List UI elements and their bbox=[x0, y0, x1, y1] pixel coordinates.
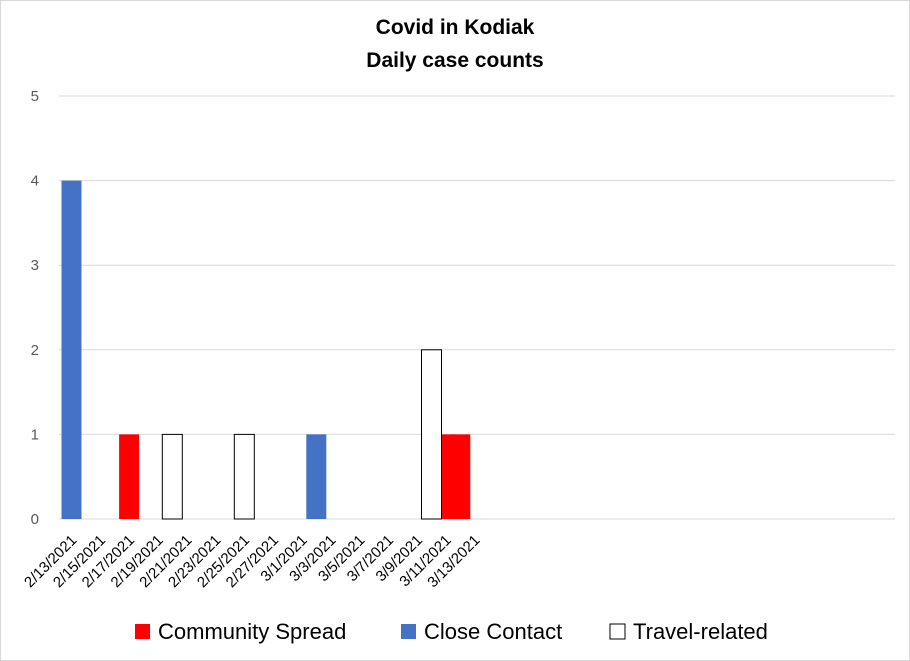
legend-swatch bbox=[135, 624, 150, 639]
bar bbox=[306, 434, 327, 519]
y-axis-ticks: 0 1 2 3 4 5 bbox=[31, 88, 39, 528]
legend-label: Close Contact bbox=[424, 619, 562, 644]
x-axis-ticks: 2/13/20212/15/20212/17/20212/19/20212/21… bbox=[21, 532, 483, 591]
gridlines bbox=[59, 95, 895, 520]
bar bbox=[421, 349, 442, 520]
bar bbox=[450, 434, 471, 519]
legend-label: Travel-related bbox=[633, 619, 768, 644]
y-tick-label: 5 bbox=[31, 88, 39, 105]
chart-title: Covid in Kodiak bbox=[376, 16, 535, 39]
legend: Community Spread Close Contact Travel-rela… bbox=[135, 619, 768, 644]
legend-swatch bbox=[401, 624, 416, 639]
bars bbox=[61, 180, 471, 520]
bar bbox=[119, 434, 140, 519]
bar bbox=[233, 433, 255, 520]
bar bbox=[61, 180, 82, 519]
y-tick-label: 0 bbox=[31, 511, 39, 528]
y-tick-label: 2 bbox=[31, 342, 39, 359]
chart-subtitle: Daily case counts bbox=[366, 49, 543, 72]
legend-swatch bbox=[609, 623, 626, 640]
legend-label: Community Spread bbox=[158, 619, 346, 644]
y-tick-label: 1 bbox=[31, 426, 39, 443]
y-tick-label: 4 bbox=[31, 173, 39, 190]
y-tick-label: 3 bbox=[31, 257, 39, 274]
bar bbox=[161, 433, 183, 520]
